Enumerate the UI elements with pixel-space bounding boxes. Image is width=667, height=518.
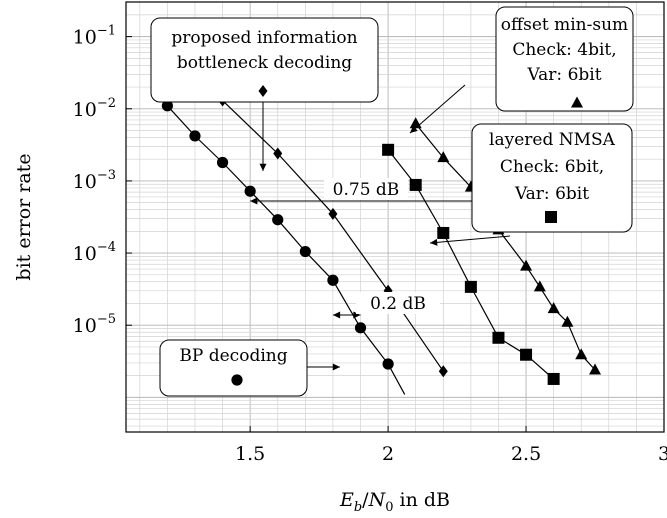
data-point-triangle (533, 280, 546, 292)
annotation-text: bottleneck decoding (177, 53, 352, 73)
data-point-triangle (589, 363, 602, 375)
series-markers (161, 94, 602, 385)
annotation-text: layered NMSA (489, 130, 616, 150)
data-point-triangle (575, 348, 588, 360)
x-tick-label: 2 (382, 443, 394, 465)
data-point-square (492, 331, 505, 344)
annotation-box-oms (495, 6, 634, 112)
y-tick-labels: 10−1 10−2 10−3 10−4 10−5 (73, 24, 132, 337)
data-point-square (520, 348, 533, 361)
arrow-head (410, 125, 418, 133)
data-point-circle (354, 322, 367, 334)
data-point-triangle (409, 117, 422, 129)
x-tick-labels: 1.5 2 2.5 3 (235, 426, 667, 465)
arrow-line (409, 84, 466, 134)
data-point-diamond (438, 365, 448, 378)
data-point-circle (327, 274, 339, 286)
arrow-line (429, 235, 511, 244)
x-tick-label: 2.5 (511, 443, 541, 465)
annotation-bg (356, 292, 440, 314)
annotation-text: Var: 6bit (514, 184, 589, 204)
data-point-triangle (437, 151, 450, 163)
y-tick-label: 10−4 (73, 240, 116, 265)
series-line-circle (166, 105, 406, 395)
legend-marker-triangle (571, 96, 583, 108)
y-axis-label: bit error rate (13, 153, 35, 280)
annotation-text: BP decoding (179, 346, 287, 366)
data-point-square (437, 226, 450, 239)
arrow-head (353, 311, 361, 319)
data-point-circle (161, 100, 173, 112)
data-point-square (409, 178, 422, 191)
annotation-box-bp (159, 339, 308, 397)
data-point-square (547, 372, 560, 385)
legend-marker-diamond (258, 85, 268, 97)
plot-frame (125, 1, 665, 433)
data-point-circle (216, 156, 229, 169)
x-tick-label: 3 (658, 443, 667, 465)
annotation-text: Check: 6bit, (500, 157, 604, 177)
data-point-circle (244, 185, 256, 197)
arrow-head (259, 163, 267, 171)
arrow-head (250, 197, 258, 205)
y-tick-label: 10−2 (73, 96, 116, 121)
data-point-triangle (547, 302, 560, 314)
data-point-circle (382, 358, 394, 370)
arrow-head (332, 311, 341, 319)
x-tick-label: 1.5 (235, 443, 265, 465)
annotation-text: Var: 6bit (526, 65, 601, 85)
arrow-head (430, 238, 438, 246)
annotation-text: proposed information (171, 28, 357, 48)
data-point-triangle (561, 315, 574, 327)
data-point-circle (299, 245, 311, 258)
annotation-box-ib (150, 17, 379, 103)
legend-marker-circle (231, 374, 243, 386)
annotation-gap1: 0.75 dB (333, 180, 400, 200)
arrow-head (332, 363, 340, 371)
data-point-diamond (328, 207, 338, 220)
legend-marker-square (545, 211, 557, 223)
data-point-square (382, 143, 395, 156)
annotation-box-nmsa (471, 123, 633, 233)
annotation-text: Check: 4bit, (512, 40, 616, 60)
x-axis-label: Eb/N0 in dB (339, 489, 450, 515)
series-line-triangle (415, 123, 596, 371)
y-tick-label: 10−1 (73, 24, 116, 49)
data-point-square (464, 280, 477, 293)
data-point-diamond (273, 147, 283, 160)
annotation-bg (324, 178, 408, 200)
annotation-text: offset min-sum (501, 15, 628, 35)
annotation-boxes: BP decoding proposed information bottlenec… (150, 6, 634, 397)
y-tick-label: 10−3 (73, 168, 116, 193)
data-point-circle (272, 214, 284, 226)
annotation-gap2: 0.2 dB (370, 294, 426, 314)
data-point-triangle (520, 259, 533, 271)
y-tick-label: 10−5 (73, 312, 116, 337)
data-point-circle (189, 130, 201, 142)
